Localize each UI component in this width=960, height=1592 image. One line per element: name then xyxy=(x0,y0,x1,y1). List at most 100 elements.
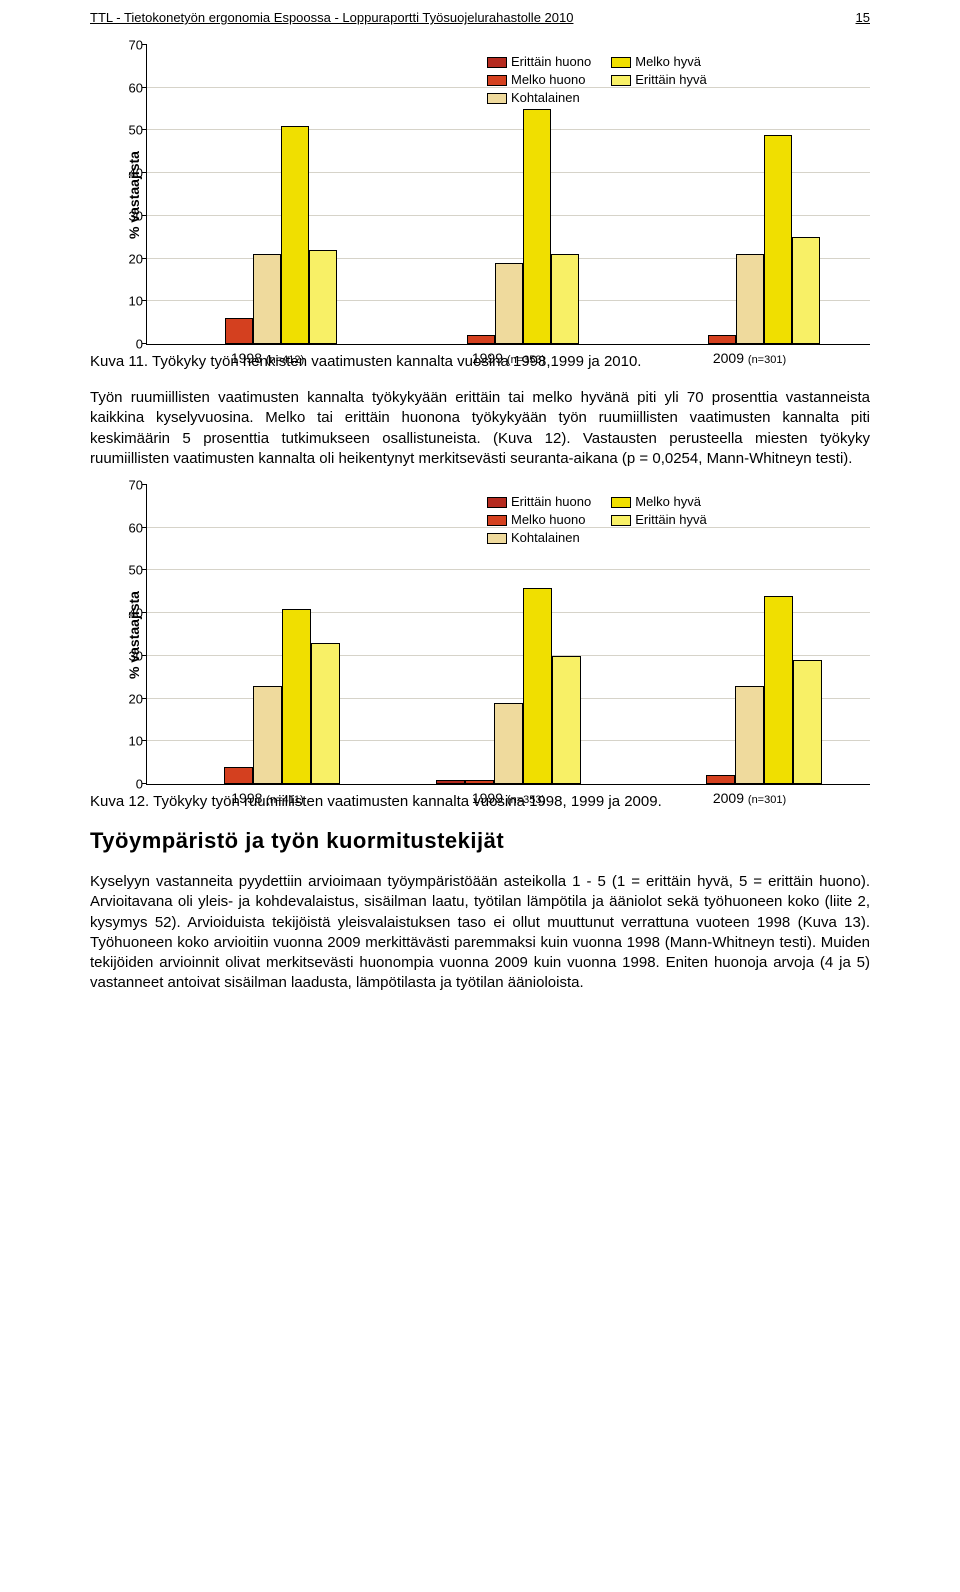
ytick-label: 30 xyxy=(117,648,143,663)
section-heading: Työympäristö ja työn kuormitustekijät xyxy=(90,828,870,854)
bar xyxy=(523,109,551,344)
xlabel: 1999 (n=353) xyxy=(472,790,545,806)
chart-2-plot: 0102030405060701998 (n=411)1999 (n=353)2… xyxy=(146,485,870,785)
legend-item: Kohtalainen xyxy=(487,89,591,107)
ytick-mark xyxy=(142,527,147,528)
legend-item: Melko huono xyxy=(487,511,591,529)
bar xyxy=(494,703,523,784)
ytick-label: 70 xyxy=(117,478,143,493)
paragraph-1: Työn ruumiillisten vaatimusten kannalta … xyxy=(90,388,870,469)
bar xyxy=(495,263,523,344)
ytick-mark xyxy=(142,655,147,656)
ytick-label: 10 xyxy=(117,734,143,749)
ytick-mark xyxy=(142,44,147,45)
legend-swatch xyxy=(487,75,507,86)
bar xyxy=(793,660,822,784)
bar xyxy=(523,588,552,784)
bar xyxy=(253,254,281,344)
bar-group: 1999 (n=353) xyxy=(436,588,581,784)
bar xyxy=(436,780,465,784)
ytick-label: 40 xyxy=(117,606,143,621)
bar xyxy=(551,254,579,344)
gridline xyxy=(147,569,870,570)
legend-swatch xyxy=(487,93,507,104)
chart-2: % vastaajista 0102030405060701998 (n=411… xyxy=(90,485,870,785)
legend-swatch xyxy=(611,497,631,508)
page-header: TTL - Tietokonetyön ergonomia Espoossa -… xyxy=(90,10,870,25)
ytick-mark xyxy=(142,258,147,259)
xlabel: 1998 (n=411) xyxy=(231,790,303,806)
ytick-mark xyxy=(142,300,147,301)
legend-item: Erittäin hyvä xyxy=(611,511,707,529)
legend-swatch xyxy=(611,57,631,68)
ytick-mark xyxy=(142,484,147,485)
ytick-label: 0 xyxy=(117,337,143,352)
xlabel: 1999 (n=353) xyxy=(472,350,545,366)
ytick-mark xyxy=(142,612,147,613)
ytick-label: 60 xyxy=(117,80,143,95)
legend-item: Melko huono xyxy=(487,71,591,89)
ytick-label: 40 xyxy=(117,166,143,181)
bar xyxy=(225,318,253,344)
bar xyxy=(282,609,311,784)
legend-swatch xyxy=(611,515,631,526)
ytick-mark xyxy=(142,87,147,88)
legend-item: Erittäin huono xyxy=(487,493,591,511)
bar xyxy=(552,656,581,784)
bar-group: 1998 (n=412) xyxy=(197,126,337,344)
legend-item: Erittäin huono xyxy=(487,53,591,71)
legend: Erittäin huonoMelko huonoKohtalainen Melk… xyxy=(487,493,727,548)
bar xyxy=(467,335,495,344)
legend-item: Erittäin hyvä xyxy=(611,71,707,89)
ytick-label: 10 xyxy=(117,294,143,309)
legend-swatch xyxy=(487,497,507,508)
legend-swatch xyxy=(487,533,507,544)
ytick-label: 60 xyxy=(117,520,143,535)
bar xyxy=(736,254,764,344)
ytick-mark xyxy=(142,343,147,344)
xlabel: 1998 (n=412) xyxy=(231,350,304,366)
legend-item: Melko hyvä xyxy=(611,493,707,511)
chart-1-ylabel: % vastaajista xyxy=(126,151,142,239)
bar xyxy=(792,237,820,344)
chart-2-ylabel: % vastaajista xyxy=(126,591,142,679)
bar-group: 1998 (n=411) xyxy=(195,609,340,784)
chart-1: % vastaajista 0102030405060701998 (n=412… xyxy=(90,45,870,345)
xlabel: 2009 (n=301) xyxy=(713,790,786,806)
ytick-mark xyxy=(142,698,147,699)
ytick-label: 70 xyxy=(117,38,143,53)
legend-swatch xyxy=(487,57,507,68)
ytick-label: 50 xyxy=(117,563,143,578)
bar xyxy=(281,126,309,344)
legend-item: Melko hyvä xyxy=(611,53,707,71)
ytick-mark xyxy=(142,129,147,130)
bar xyxy=(311,643,340,784)
header-left: TTL - Tietokonetyön ergonomia Espoossa -… xyxy=(90,10,573,25)
ytick-mark xyxy=(142,569,147,570)
bar-group: 2009 (n=301) xyxy=(680,135,820,344)
ytick-mark xyxy=(142,740,147,741)
bar xyxy=(465,780,494,784)
ytick-label: 20 xyxy=(117,691,143,706)
bar xyxy=(764,135,792,344)
bar-group: 2009 (n=301) xyxy=(677,596,822,784)
bar-group: 1999 (n=353) xyxy=(439,109,579,344)
ytick-label: 50 xyxy=(117,123,143,138)
bar xyxy=(224,767,253,784)
legend: Erittäin huonoMelko huonoKohtalainen Melk… xyxy=(487,53,727,108)
xlabel: 2009 (n=301) xyxy=(713,350,786,366)
legend-swatch xyxy=(611,75,631,86)
chart-1-plot: 0102030405060701998 (n=412)1999 (n=353)2… xyxy=(146,45,870,345)
paragraph-2: Kyselyyn vastanneita pyydettiin arvioima… xyxy=(90,872,870,994)
ytick-label: 0 xyxy=(117,777,143,792)
bar xyxy=(706,775,735,784)
bar xyxy=(735,686,764,784)
bar xyxy=(253,686,282,784)
bar xyxy=(309,250,337,344)
ytick-label: 30 xyxy=(117,208,143,223)
bar xyxy=(764,596,793,784)
legend-swatch xyxy=(487,515,507,526)
ytick-mark xyxy=(142,172,147,173)
legend-item: Kohtalainen xyxy=(487,529,591,547)
ytick-mark xyxy=(142,783,147,784)
